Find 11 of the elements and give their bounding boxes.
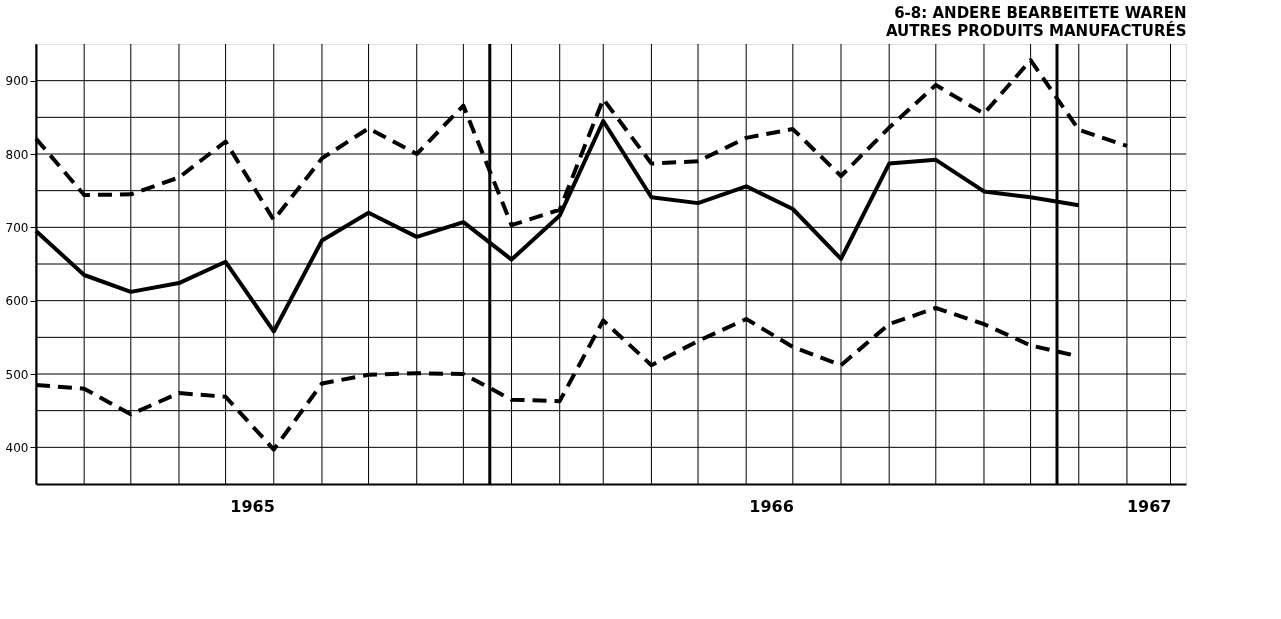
x-tick-label: 1966: [749, 496, 794, 516]
y-tick-label: 600: [5, 294, 29, 309]
chart-title: 6-8: ANDERE BEARBEITETE WAREN: [894, 3, 1187, 22]
y-tick-label: 800: [5, 147, 29, 162]
y-tick-label: 900: [5, 74, 29, 89]
chart-subtitle: AUTRES PRODUITS MANUFACTURÉS: [885, 20, 1187, 40]
y-tick-label: 500: [5, 367, 29, 382]
x-tick-label: 1965: [230, 496, 275, 516]
y-tick-label: 700: [5, 220, 29, 235]
x-tick-label: 1967: [1126, 496, 1172, 516]
y-tick-label: 400: [5, 440, 29, 455]
